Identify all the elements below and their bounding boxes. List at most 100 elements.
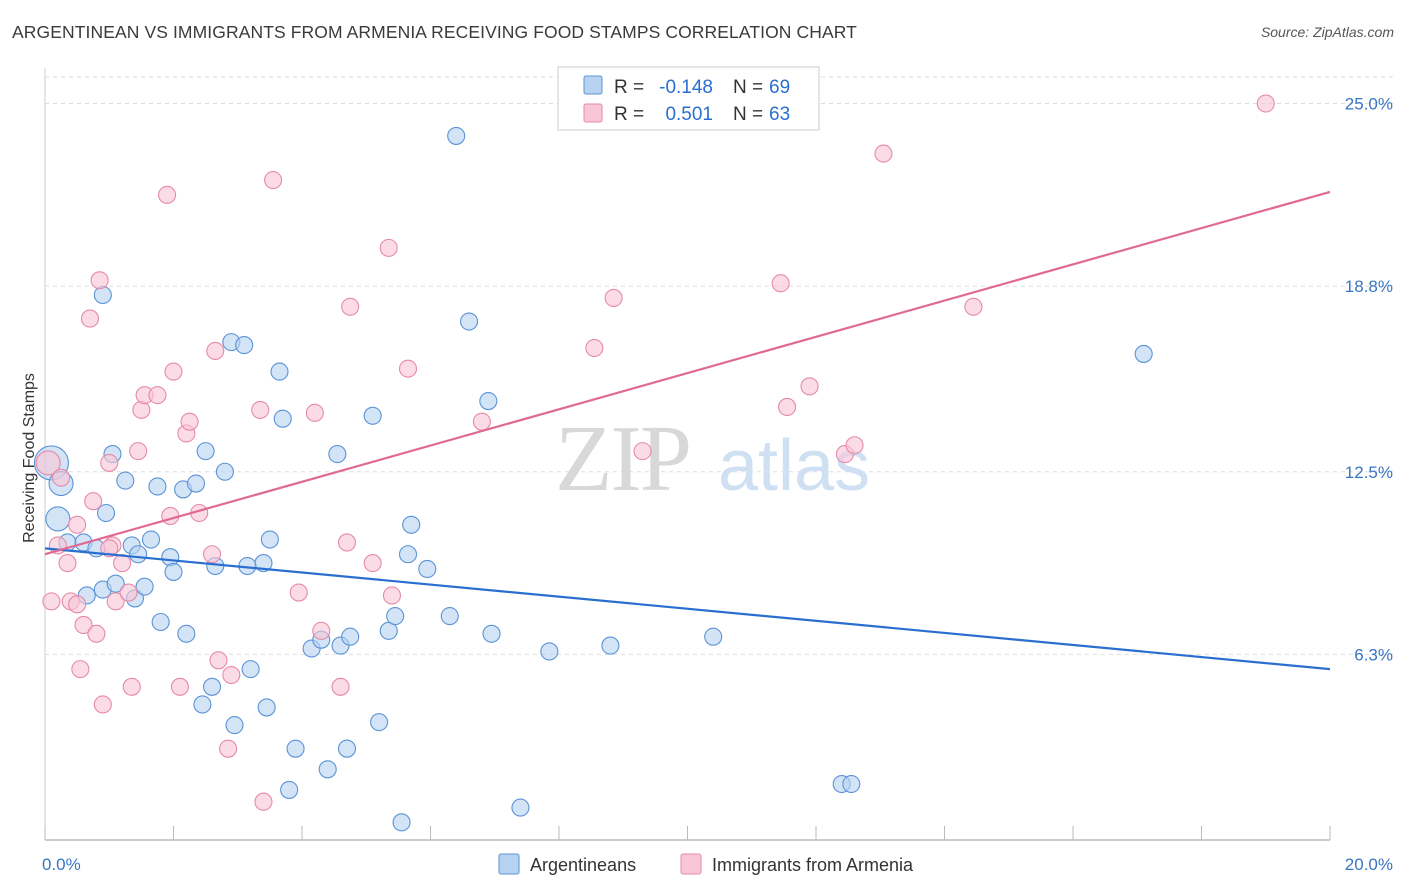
argentinean-point xyxy=(193,695,212,714)
armenia-point xyxy=(180,412,199,431)
argentinean-point xyxy=(93,285,112,305)
armenia-point xyxy=(68,515,87,534)
y-axis-title: Receiving Food Stamps xyxy=(21,373,38,543)
data-points xyxy=(33,94,1275,832)
armenia-point xyxy=(84,492,103,511)
argentinean-point xyxy=(148,477,167,496)
argentinean-point xyxy=(402,515,421,534)
armenia-point xyxy=(206,341,225,361)
armenia-point xyxy=(119,583,138,602)
legend-box: R = -0.148 N = 69 R = 0.501 N = 63 xyxy=(557,66,820,131)
argentinean-point xyxy=(370,713,389,732)
argentinean-point xyxy=(186,474,206,493)
argentinean-point xyxy=(447,126,466,145)
argentinean-point xyxy=(392,813,411,832)
y-tick-label: 25.0% xyxy=(1345,95,1393,114)
argentinean-point xyxy=(398,545,418,564)
armenia-point xyxy=(80,309,100,328)
argentinean-point xyxy=(328,445,347,464)
argentinean-point xyxy=(215,462,234,481)
argentinean-point xyxy=(235,336,254,355)
armenia-point xyxy=(122,677,141,696)
argentinean-point xyxy=(459,312,479,331)
legend-swatch-blue xyxy=(583,75,603,95)
bottom-legend-swatch-pink xyxy=(680,853,702,875)
armenia-point xyxy=(170,677,189,696)
argentinean-point xyxy=(1134,344,1153,363)
argentinean-point xyxy=(177,624,196,643)
legend-n-value: 69 xyxy=(769,77,790,98)
armenia-point xyxy=(604,288,623,307)
argentinean-point xyxy=(286,739,305,758)
argentinean-point xyxy=(164,562,183,581)
armenia-point xyxy=(312,621,331,640)
argentinean-point xyxy=(116,471,135,490)
x-tick-label: 20.0% xyxy=(1345,855,1393,874)
bottom-legend: Argentineans Immigrants from Armenia xyxy=(498,853,914,875)
armenia-point xyxy=(74,615,93,634)
armenia-point xyxy=(203,545,222,564)
argentinean-point xyxy=(479,392,498,411)
argentinean-point xyxy=(540,642,559,661)
armenia-point xyxy=(964,297,983,316)
argentinean-point xyxy=(260,530,279,549)
armenia-point xyxy=(100,453,119,472)
armenia-point xyxy=(132,400,151,419)
x-tick-label: 0.0% xyxy=(42,855,81,874)
argentinean-point xyxy=(225,716,244,735)
argentinean-point xyxy=(418,559,437,579)
argentinean-point xyxy=(96,503,116,523)
armenia-point xyxy=(874,144,893,163)
legend-n-label: N = xyxy=(733,77,763,98)
argentinean-point xyxy=(135,577,154,596)
legend-r-value: 0.501 xyxy=(665,104,713,125)
armenia-point xyxy=(305,403,324,422)
argentinean-point xyxy=(196,442,215,461)
armenia-point xyxy=(337,533,357,552)
armenia-point xyxy=(398,359,418,378)
armenia-point xyxy=(800,377,819,396)
argentinean-point xyxy=(141,530,161,549)
armenia-point xyxy=(93,695,112,714)
argentinean-point xyxy=(601,636,620,655)
armenia-point xyxy=(58,554,77,573)
armenia-point xyxy=(331,677,350,696)
legend-r-label: R = xyxy=(614,77,644,98)
armenia-point xyxy=(264,171,283,190)
armenia-point xyxy=(106,592,125,611)
argentinean-point xyxy=(151,612,170,632)
tick-labels: 6.3% 12.5% 18.8% 25.0% 0.0% 20.0% xyxy=(42,95,1393,874)
argentinean-point xyxy=(257,698,276,717)
armenia-point xyxy=(148,386,167,405)
y-tick-label: 6.3% xyxy=(1354,645,1393,664)
armenia-point xyxy=(52,468,71,487)
armenia-point xyxy=(68,595,87,614)
armenia-point xyxy=(845,436,864,455)
armenia-point xyxy=(164,362,183,381)
legend-n-label: N = xyxy=(733,104,763,125)
argentinean-point xyxy=(203,677,222,696)
argentinean-point xyxy=(337,739,357,758)
argentinean-point xyxy=(482,624,501,643)
armenia-point xyxy=(472,412,491,431)
armenia-point xyxy=(251,400,270,419)
argentinean-point xyxy=(363,406,382,425)
argentinean-point xyxy=(341,627,360,646)
argentinean-point xyxy=(842,774,861,794)
armenia-trend-line xyxy=(44,190,1331,556)
armenia-point xyxy=(219,739,238,758)
armenia-point xyxy=(771,274,790,293)
chart-title: ARGENTINEAN VS IMMIGRANTS FROM ARMENIA R… xyxy=(12,22,857,42)
argentinean-point xyxy=(129,545,148,564)
armenia-point xyxy=(129,442,148,461)
argentinean-point xyxy=(511,798,530,817)
argentinean-point xyxy=(318,760,337,779)
armenia-point xyxy=(158,185,177,204)
y-tick-label: 12.5% xyxy=(1345,463,1393,482)
armenia-point xyxy=(778,397,797,416)
legend-r-value: -0.148 xyxy=(659,77,713,98)
watermark: ZIP atlas xyxy=(555,407,870,511)
armenia-point xyxy=(585,338,604,358)
watermark-atlas: atlas xyxy=(718,426,870,506)
watermark-zip: ZIP xyxy=(555,407,690,511)
